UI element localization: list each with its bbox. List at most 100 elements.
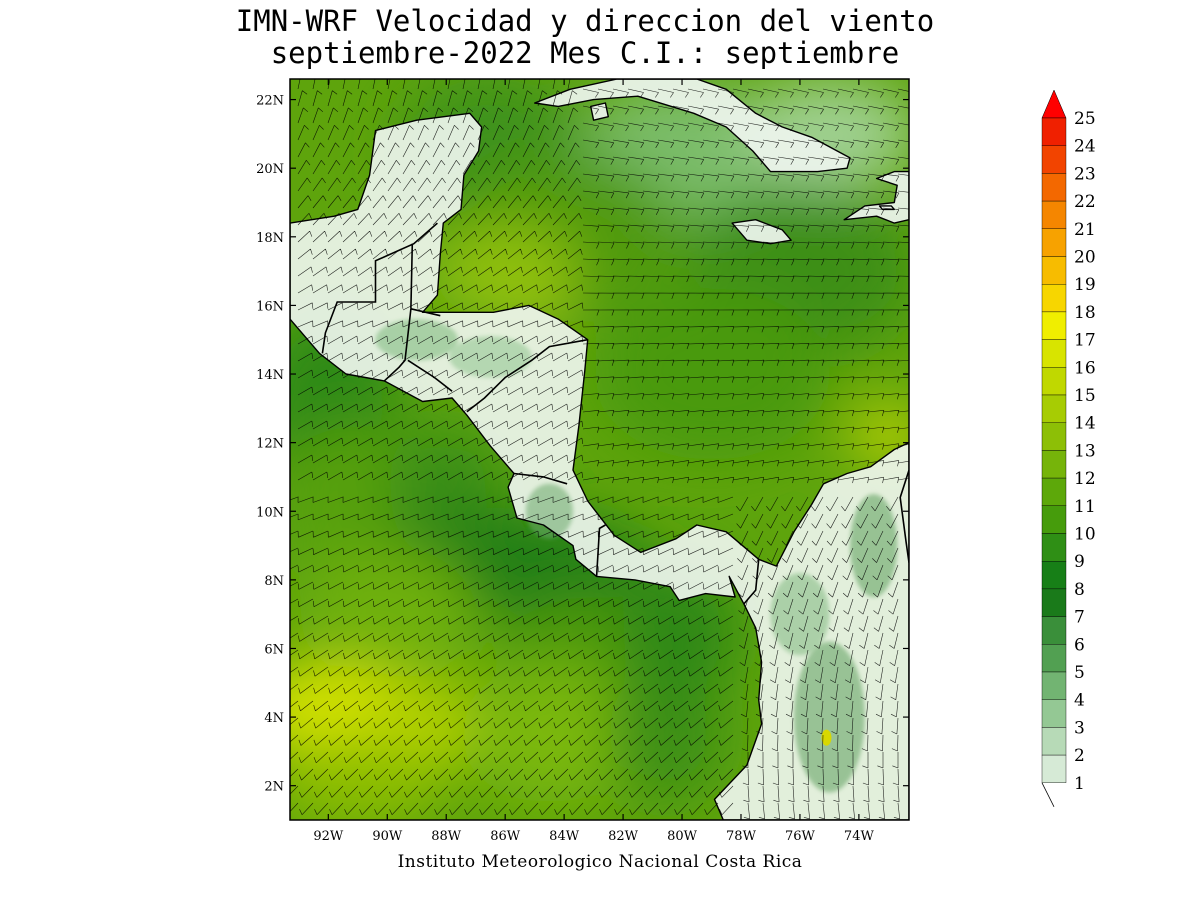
lat-tick-label: 14N (256, 368, 284, 383)
border-2 (410, 308, 441, 317)
colorbar-swatch (1041, 561, 1067, 590)
map-frame (289, 78, 910, 821)
colorbar-swatch (1041, 671, 1067, 700)
colorbar-swatch (1041, 173, 1067, 202)
colorbar-swatch (1041, 311, 1067, 340)
lat-tick-label: 8N (264, 574, 284, 589)
colorbar-label: 4 (1074, 691, 1085, 711)
colorbar-label: 19 (1074, 275, 1096, 295)
colorbar-extend-arrow (1041, 89, 1067, 119)
colorbar-swatch (1041, 200, 1067, 230)
lat-tick-label: 22N (256, 94, 284, 109)
lat-tick-label: 16N (256, 299, 284, 314)
lat-tick-label: 10N (256, 505, 284, 520)
lon-tick-label: 82W (608, 829, 639, 844)
colorbar-swatch (1041, 699, 1067, 728)
colorbar-label: 5 (1074, 663, 1085, 683)
coast-hispaniola (843, 170, 909, 224)
colorbar-swatch (1041, 533, 1067, 562)
coast-cuba (534, 79, 851, 173)
colorbar-swatch (1041, 644, 1067, 673)
colorbar-swatch (1041, 394, 1067, 423)
wind-barbs (290, 79, 909, 820)
field-max-spot (821, 729, 832, 746)
colorbar-swatch (1041, 228, 1067, 257)
colorbar-swatch (1041, 256, 1067, 285)
lon-tick-label: 74W (844, 829, 875, 844)
colorbar-label: 25 (1074, 109, 1096, 129)
border-9 (899, 469, 909, 563)
colorbar-label: 3 (1074, 718, 1085, 738)
colorbar-swatch (1041, 477, 1067, 507)
coast-isla-juventud (590, 102, 609, 121)
colorbar-label: 2 (1074, 746, 1085, 766)
border-0 (321, 222, 438, 354)
colorbar-label: 21 (1074, 220, 1096, 240)
colorbar-label: 13 (1074, 441, 1096, 461)
colorbar-label: 16 (1074, 358, 1096, 378)
colorbar-swatch (1041, 450, 1067, 479)
colorbar-label: 8 (1074, 580, 1085, 600)
border-8 (743, 559, 760, 605)
colorbar-label: 24 (1074, 137, 1096, 157)
colorbar-label: 11 (1074, 497, 1096, 517)
lon-tick-label: 90W (372, 829, 403, 844)
border-5 (466, 338, 588, 413)
lon-tick-label: 78W (726, 829, 757, 844)
colorbar-label: 10 (1074, 525, 1096, 545)
colorbar: 2524232221201918171615141312111098765432… (1041, 89, 1096, 807)
colorbar-label: 23 (1074, 164, 1096, 184)
colorbar-label: 9 (1074, 552, 1085, 572)
colorbar-swatch (1041, 145, 1067, 174)
map-title-line1: IMN-WRF Velocidad y direccion del viento (235, 4, 935, 38)
colorbar-label: 7 (1074, 608, 1085, 628)
credit-text: Instituto Meteorologico Nacional Costa R… (397, 852, 803, 872)
land-cuba (534, 79, 850, 172)
colorbar-label: 14 (1074, 414, 1096, 434)
lon-tick-label: 80W (667, 829, 698, 844)
lon-tick-label: 76W (785, 829, 816, 844)
coast-mexico-central-america-south-america (290, 112, 909, 820)
lon-tick-label: 92W (313, 829, 344, 844)
border-3 (383, 308, 412, 382)
colorbar-swatch (1041, 367, 1067, 396)
lon-tick-label: 84W (549, 829, 580, 844)
map-axes: 92W 90W 88W 86W 84W 82W 80W 78W 76W 74W 22N 20N 18N 1… (256, 79, 909, 844)
lat-tick-label: 6N (264, 642, 284, 657)
colorbar-swatch (1041, 117, 1067, 146)
coast-gonave (878, 205, 895, 211)
colorbar-label: 1 (1074, 774, 1085, 794)
map-title-line2: septiembre-2022 Mes C.I.: septiembre (270, 36, 900, 70)
lat-tick-label: 12N (256, 437, 284, 452)
land-areas (290, 79, 909, 820)
border-1 (410, 243, 414, 309)
land-hispaniola (844, 171, 909, 224)
colorbar-swatch (1041, 422, 1067, 451)
colorbar-label: 12 (1074, 469, 1096, 489)
colorbar-label: 20 (1074, 248, 1096, 268)
border-4 (407, 359, 453, 392)
colorbar-label: 15 (1074, 386, 1096, 406)
border-7 (595, 524, 606, 577)
lat-tick-label: 2N (264, 780, 284, 795)
border-6 (513, 472, 568, 485)
colorbar-swatch (1041, 339, 1067, 368)
lat-tick-label: 20N (256, 162, 284, 177)
coast-jamaica (731, 218, 792, 245)
colorbar-swatch (1041, 727, 1067, 756)
lon-tick-label: 88W (431, 829, 462, 844)
lat-tick-label: 4N (264, 711, 284, 726)
colorbar-label: 18 (1074, 303, 1096, 323)
colorbar-swatch (1041, 754, 1067, 783)
colorbar-swatch (1041, 505, 1067, 534)
lat-tick-label: 18N (256, 231, 284, 246)
colorbar-label: 22 (1074, 192, 1096, 212)
lon-tick-label: 86W (490, 829, 521, 844)
colorbar-label: 17 (1074, 331, 1096, 351)
colorbar-swatch (1041, 588, 1067, 617)
colorbar-extend-min (1041, 782, 1055, 807)
colorbar-label: 6 (1074, 635, 1085, 655)
coastlines (290, 79, 909, 820)
colorbar-swatch (1041, 284, 1067, 313)
